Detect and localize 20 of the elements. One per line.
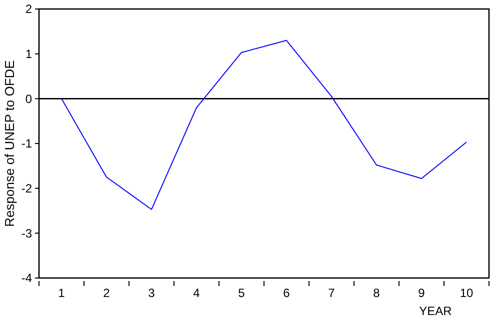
- x-tick-label: 10: [460, 286, 474, 300]
- x-tick-label: 6: [283, 286, 290, 300]
- y-tick-label: 1: [25, 47, 32, 62]
- y-tick-label: -1: [21, 136, 32, 151]
- line-series: [61, 40, 467, 210]
- y-tick-label: -3: [21, 226, 32, 240]
- x-tick-label: 4: [193, 286, 200, 300]
- x-axis-title: YEAR: [419, 304, 452, 318]
- y-tick-label: 2: [25, 2, 32, 16]
- x-tick-label: 5: [238, 286, 246, 300]
- y-axis-title: Response of UNEP to OFDE: [2, 60, 17, 227]
- x-tick-label: 3: [148, 286, 156, 300]
- x-tick-label: 1: [58, 286, 66, 300]
- y-tick-label: 0: [25, 92, 32, 106]
- x-tick-label: 2: [103, 286, 110, 300]
- y-tick-label: -2: [21, 182, 32, 196]
- x-tick-label: 7: [328, 286, 336, 300]
- x-tick-label: 8: [373, 286, 380, 300]
- y-tick-label: -4: [21, 271, 32, 286]
- x-tick-label: 9: [418, 286, 426, 300]
